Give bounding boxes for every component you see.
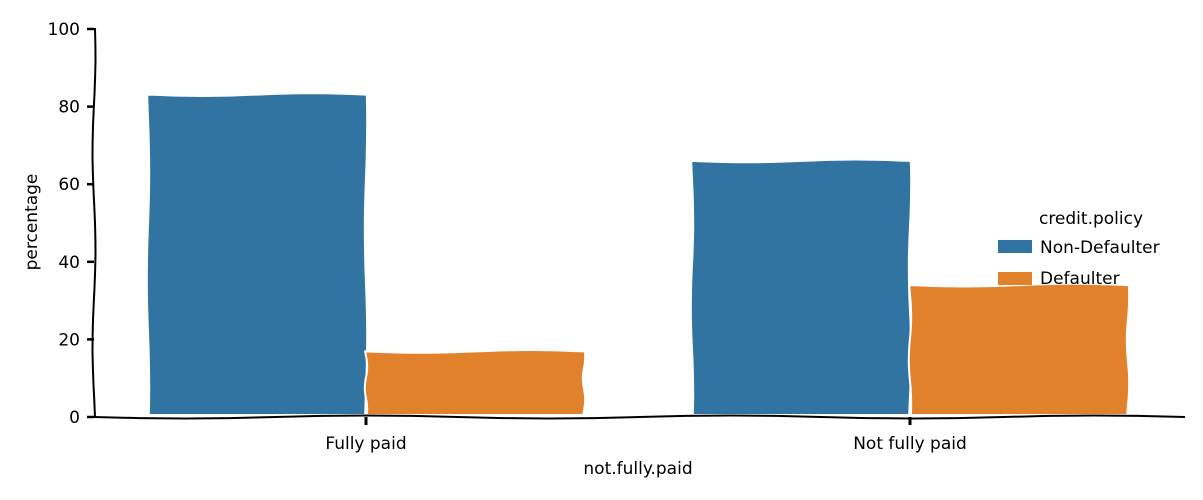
legend-label-defaulter: Defaulter [1040,269,1120,289]
legend-swatch-defaulter [998,272,1032,285]
y-tick-label: 60 [58,175,80,195]
legend-swatch-non-defaulter [998,240,1032,253]
bar-non-defaulter-fully-paid [145,92,369,416]
x-axis-label: not.fully.paid [583,459,692,479]
x-axis-line [93,414,1186,420]
y-tick-label: 80 [58,98,80,118]
y-tick-label: 0 [69,408,80,428]
bar-defaulter-fully-paid [363,348,587,416]
legend: credit.policy Non-Defaulter Defaulter [998,209,1160,289]
bar-non-defaulter-not-fully-paid [689,158,913,416]
y-axis-line [91,28,97,418]
y-axis-label: percentage [22,174,42,271]
legend-title: credit.policy [1039,209,1143,229]
legend-label-non-defaulter: Non-Defaulter [1040,238,1160,258]
y-tick-label: 100 [48,20,80,40]
y-tick-label: 20 [58,330,80,350]
bars-group [145,92,1131,416]
x-tick-label: Not fully paid [853,434,967,454]
bar-defaulter-not-fully-paid [907,282,1131,416]
x-axis-ticks: Fully paid Not fully paid [325,417,967,454]
x-tick-label: Fully paid [325,434,406,454]
y-tick-label: 40 [58,253,80,273]
y-axis-ticks: 0 20 40 60 80 100 [48,20,94,428]
